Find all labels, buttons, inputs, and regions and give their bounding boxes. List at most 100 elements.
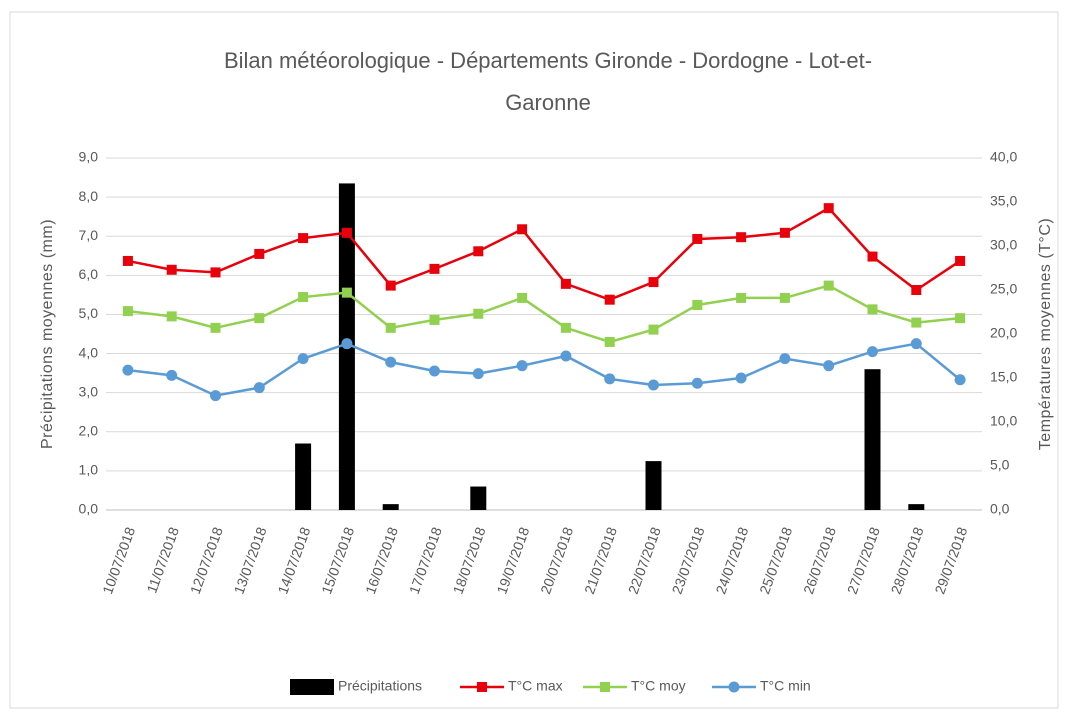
y2-tick-label: 25,0 xyxy=(990,281,1017,297)
marker xyxy=(560,350,572,362)
marker xyxy=(604,294,615,305)
y-tick-label: 1,0 xyxy=(79,462,99,478)
marker xyxy=(429,365,440,377)
marker xyxy=(517,224,528,235)
chart-title: Garonne xyxy=(505,90,591,115)
marker xyxy=(604,336,615,347)
x-tick-label: 27/07/2018 xyxy=(844,525,883,597)
y-tick-label: 5,0 xyxy=(79,305,99,321)
legend-label: T°C moy xyxy=(631,678,686,694)
y-tick-label: 0,0 xyxy=(79,501,99,517)
x-tick-label: 17/07/2018 xyxy=(406,525,445,597)
marker xyxy=(911,285,922,295)
marker xyxy=(341,338,353,350)
y-tick-label: 4,0 xyxy=(79,344,99,360)
x-tick-label: 14/07/2018 xyxy=(274,525,313,597)
y2-tick-label: 10,0 xyxy=(990,413,1017,429)
bar xyxy=(295,443,312,510)
x-tick-label: 26/07/2018 xyxy=(800,525,839,597)
bar xyxy=(908,504,925,510)
x-tick-label: 20/07/2018 xyxy=(537,525,576,597)
marker xyxy=(648,277,659,288)
y2-tick-label: 40,0 xyxy=(990,149,1017,165)
marker xyxy=(297,353,309,365)
marker xyxy=(385,322,396,333)
marker xyxy=(867,251,878,262)
legend-label: Précipitations xyxy=(338,678,422,694)
marker xyxy=(166,264,177,275)
legend-swatch xyxy=(728,681,740,693)
marker xyxy=(210,390,221,402)
line xyxy=(127,342,961,397)
marker xyxy=(166,369,178,381)
x-tick-label: 11/07/2018 xyxy=(143,525,182,596)
marker xyxy=(122,255,133,266)
x-tick-label: 24/07/2018 xyxy=(712,525,751,597)
marker xyxy=(648,324,659,335)
y-tick-label: 3,0 xyxy=(79,383,99,399)
marker xyxy=(955,313,966,324)
marker xyxy=(429,263,440,274)
marker xyxy=(122,364,134,376)
x-tick-label: 16/07/2018 xyxy=(362,525,401,597)
marker xyxy=(955,255,966,266)
marker xyxy=(385,356,397,368)
legend-swatch xyxy=(477,682,487,692)
marker xyxy=(341,227,352,238)
marker xyxy=(823,203,834,214)
marker xyxy=(867,346,878,358)
bar xyxy=(645,461,662,510)
y-tick-label: 6,0 xyxy=(79,266,99,282)
y-tick-label: 9,0 xyxy=(79,149,99,165)
chart-frame xyxy=(9,11,1059,709)
marker xyxy=(779,353,791,365)
marker xyxy=(385,280,396,291)
y-axis-title: Précipitations moyennes (mm) xyxy=(39,219,56,449)
marker xyxy=(691,377,703,389)
marker xyxy=(692,233,703,244)
y2-tick-label: 35,0 xyxy=(990,193,1017,209)
marker xyxy=(823,360,835,372)
x-tick-label: 28/07/2018 xyxy=(888,525,927,597)
marker xyxy=(910,338,922,350)
legend-swatch xyxy=(600,682,610,692)
marker xyxy=(429,314,440,325)
marker xyxy=(473,308,484,319)
marker xyxy=(253,382,265,394)
marker xyxy=(254,248,265,259)
marker xyxy=(735,372,747,384)
marker xyxy=(516,360,528,372)
marker xyxy=(210,267,221,278)
marker xyxy=(736,232,747,243)
marker xyxy=(823,280,834,291)
bar xyxy=(382,504,399,510)
y2-tick-label: 15,0 xyxy=(990,369,1017,385)
marker xyxy=(298,292,309,303)
marker xyxy=(736,292,747,303)
marker xyxy=(210,322,221,333)
marker xyxy=(648,379,659,391)
marker xyxy=(166,311,177,322)
marker xyxy=(341,287,352,298)
chart-title: Bilan météorologique - Départements Giro… xyxy=(224,48,872,73)
x-tick-label: 18/07/2018 xyxy=(450,525,489,597)
marker xyxy=(779,227,790,238)
legend-label: T°C min xyxy=(760,678,811,694)
x-tick-label: 10/07/2018 xyxy=(99,525,138,597)
marker xyxy=(254,313,265,324)
x-tick-label: 22/07/2018 xyxy=(625,525,664,597)
y2-tick-label: 0,0 xyxy=(990,501,1010,517)
marker xyxy=(954,374,966,386)
marker xyxy=(517,292,528,303)
marker xyxy=(911,317,922,328)
y2-tick-label: 20,0 xyxy=(990,325,1017,341)
y2-axis-title: Températures moyennes (T°C) xyxy=(1037,218,1054,450)
marker xyxy=(298,233,309,244)
x-tick-label: 15/07/2018 xyxy=(318,525,357,597)
bar xyxy=(864,369,881,510)
marker xyxy=(472,368,484,380)
x-tick-label: 29/07/2018 xyxy=(931,525,970,597)
marker xyxy=(692,299,703,310)
x-tick-label: 23/07/2018 xyxy=(669,525,708,597)
